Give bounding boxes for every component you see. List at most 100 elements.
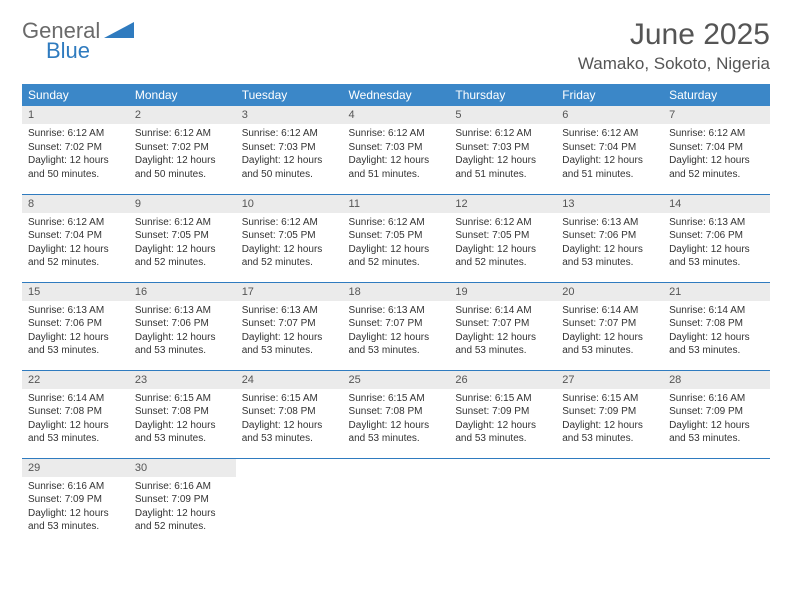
calendar-day-cell: 28Sunrise: 6:16 AMSunset: 7:09 PMDayligh… (663, 370, 770, 458)
day-details: Sunrise: 6:15 AMSunset: 7:09 PMDaylight:… (556, 389, 663, 452)
day-details: Sunrise: 6:12 AMSunset: 7:02 PMDaylight:… (22, 124, 129, 187)
sunrise-line: Sunrise: 6:16 AM (135, 480, 230, 494)
day-details: Sunrise: 6:14 AMSunset: 7:08 PMDaylight:… (663, 301, 770, 364)
sunrise-line: Sunrise: 6:12 AM (242, 216, 337, 230)
sunset-line: Sunset: 7:07 PM (455, 317, 550, 331)
sunset-line: Sunset: 7:09 PM (28, 493, 123, 507)
daylight-line: Daylight: 12 hours and 53 minutes. (349, 419, 444, 446)
calendar-day-cell: 2Sunrise: 6:12 AMSunset: 7:02 PMDaylight… (129, 106, 236, 194)
calendar-day-cell (556, 458, 663, 546)
day-details: Sunrise: 6:16 AMSunset: 7:09 PMDaylight:… (22, 477, 129, 540)
brand-logo: General Blue (22, 18, 142, 68)
calendar-day-cell: 15Sunrise: 6:13 AMSunset: 7:06 PMDayligh… (22, 282, 129, 370)
daylight-line: Daylight: 12 hours and 53 minutes. (28, 331, 123, 358)
sunrise-line: Sunrise: 6:15 AM (349, 392, 444, 406)
day-details: Sunrise: 6:12 AMSunset: 7:04 PMDaylight:… (22, 213, 129, 276)
day-number: 6 (556, 106, 663, 124)
day-number: 13 (556, 195, 663, 213)
day-details: Sunrise: 6:16 AMSunset: 7:09 PMDaylight:… (129, 477, 236, 540)
weekday-header: Thursday (449, 84, 556, 106)
daylight-line: Daylight: 12 hours and 50 minutes. (28, 154, 123, 181)
sunrise-line: Sunrise: 6:14 AM (669, 304, 764, 318)
day-details: Sunrise: 6:15 AMSunset: 7:08 PMDaylight:… (343, 389, 450, 452)
calendar-day-cell: 14Sunrise: 6:13 AMSunset: 7:06 PMDayligh… (663, 194, 770, 282)
day-details: Sunrise: 6:12 AMSunset: 7:05 PMDaylight:… (343, 213, 450, 276)
daylight-line: Daylight: 12 hours and 50 minutes. (135, 154, 230, 181)
day-number: 17 (236, 283, 343, 301)
daylight-line: Daylight: 12 hours and 53 minutes. (669, 243, 764, 270)
sunrise-line: Sunrise: 6:15 AM (455, 392, 550, 406)
sunset-line: Sunset: 7:09 PM (135, 493, 230, 507)
sunset-line: Sunset: 7:06 PM (28, 317, 123, 331)
daylight-line: Daylight: 12 hours and 52 minutes. (135, 507, 230, 534)
daylight-line: Daylight: 12 hours and 53 minutes. (455, 419, 550, 446)
calendar-day-cell: 30Sunrise: 6:16 AMSunset: 7:09 PMDayligh… (129, 458, 236, 546)
calendar-day-cell: 6Sunrise: 6:12 AMSunset: 7:04 PMDaylight… (556, 106, 663, 194)
daylight-line: Daylight: 12 hours and 52 minutes. (669, 154, 764, 181)
day-details: Sunrise: 6:13 AMSunset: 7:06 PMDaylight:… (663, 213, 770, 276)
day-number: 25 (343, 371, 450, 389)
calendar-day-cell: 17Sunrise: 6:13 AMSunset: 7:07 PMDayligh… (236, 282, 343, 370)
day-number: 1 (22, 106, 129, 124)
calendar-day-cell: 18Sunrise: 6:13 AMSunset: 7:07 PMDayligh… (343, 282, 450, 370)
day-number: 11 (343, 195, 450, 213)
day-number: 18 (343, 283, 450, 301)
day-details: Sunrise: 6:12 AMSunset: 7:04 PMDaylight:… (556, 124, 663, 187)
sunrise-line: Sunrise: 6:13 AM (349, 304, 444, 318)
calendar-day-cell: 21Sunrise: 6:14 AMSunset: 7:08 PMDayligh… (663, 282, 770, 370)
day-number: 28 (663, 371, 770, 389)
calendar-day-cell: 26Sunrise: 6:15 AMSunset: 7:09 PMDayligh… (449, 370, 556, 458)
day-details: Sunrise: 6:13 AMSunset: 7:07 PMDaylight:… (236, 301, 343, 364)
day-details: Sunrise: 6:12 AMSunset: 7:03 PMDaylight:… (449, 124, 556, 187)
day-details: Sunrise: 6:14 AMSunset: 7:07 PMDaylight:… (449, 301, 556, 364)
calendar-week-row: 22Sunrise: 6:14 AMSunset: 7:08 PMDayligh… (22, 370, 770, 458)
calendar-day-cell (236, 458, 343, 546)
page-header: General Blue June 2025 Wamako, Sokoto, N… (22, 18, 770, 74)
daylight-line: Daylight: 12 hours and 52 minutes. (135, 243, 230, 270)
sunset-line: Sunset: 7:08 PM (349, 405, 444, 419)
calendar-day-cell: 23Sunrise: 6:15 AMSunset: 7:08 PMDayligh… (129, 370, 236, 458)
daylight-line: Daylight: 12 hours and 52 minutes. (28, 243, 123, 270)
sunrise-line: Sunrise: 6:16 AM (669, 392, 764, 406)
day-number: 15 (22, 283, 129, 301)
daylight-line: Daylight: 12 hours and 52 minutes. (349, 243, 444, 270)
day-details: Sunrise: 6:13 AMSunset: 7:06 PMDaylight:… (129, 301, 236, 364)
day-number: 20 (556, 283, 663, 301)
sunset-line: Sunset: 7:03 PM (349, 141, 444, 155)
sunset-line: Sunset: 7:06 PM (135, 317, 230, 331)
calendar-day-cell: 10Sunrise: 6:12 AMSunset: 7:05 PMDayligh… (236, 194, 343, 282)
daylight-line: Daylight: 12 hours and 53 minutes. (562, 331, 657, 358)
sunset-line: Sunset: 7:03 PM (455, 141, 550, 155)
day-details: Sunrise: 6:12 AMSunset: 7:03 PMDaylight:… (343, 124, 450, 187)
calendar-day-cell (343, 458, 450, 546)
day-details: Sunrise: 6:15 AMSunset: 7:09 PMDaylight:… (449, 389, 556, 452)
day-number: 29 (22, 459, 129, 477)
sunset-line: Sunset: 7:05 PM (455, 229, 550, 243)
calendar-day-cell: 4Sunrise: 6:12 AMSunset: 7:03 PMDaylight… (343, 106, 450, 194)
month-title: June 2025 (578, 18, 770, 52)
sunset-line: Sunset: 7:06 PM (562, 229, 657, 243)
day-details: Sunrise: 6:15 AMSunset: 7:08 PMDaylight:… (236, 389, 343, 452)
sunset-line: Sunset: 7:07 PM (349, 317, 444, 331)
sunrise-line: Sunrise: 6:14 AM (455, 304, 550, 318)
sunrise-line: Sunrise: 6:12 AM (349, 216, 444, 230)
day-number: 12 (449, 195, 556, 213)
daylight-line: Daylight: 12 hours and 53 minutes. (242, 419, 337, 446)
daylight-line: Daylight: 12 hours and 53 minutes. (455, 331, 550, 358)
sunset-line: Sunset: 7:08 PM (669, 317, 764, 331)
daylight-line: Daylight: 12 hours and 53 minutes. (135, 331, 230, 358)
day-details: Sunrise: 6:12 AMSunset: 7:03 PMDaylight:… (236, 124, 343, 187)
sunrise-line: Sunrise: 6:13 AM (135, 304, 230, 318)
calendar-week-row: 1Sunrise: 6:12 AMSunset: 7:02 PMDaylight… (22, 106, 770, 194)
calendar-day-cell: 9Sunrise: 6:12 AMSunset: 7:05 PMDaylight… (129, 194, 236, 282)
sunset-line: Sunset: 7:09 PM (455, 405, 550, 419)
daylight-line: Daylight: 12 hours and 52 minutes. (455, 243, 550, 270)
calendar-week-row: 29Sunrise: 6:16 AMSunset: 7:09 PMDayligh… (22, 458, 770, 546)
day-details: Sunrise: 6:12 AMSunset: 7:05 PMDaylight:… (449, 213, 556, 276)
calendar-day-cell: 13Sunrise: 6:13 AMSunset: 7:06 PMDayligh… (556, 194, 663, 282)
calendar-day-cell: 7Sunrise: 6:12 AMSunset: 7:04 PMDaylight… (663, 106, 770, 194)
sunset-line: Sunset: 7:04 PM (562, 141, 657, 155)
calendar-week-row: 8Sunrise: 6:12 AMSunset: 7:04 PMDaylight… (22, 194, 770, 282)
title-block: June 2025 Wamako, Sokoto, Nigeria (578, 18, 770, 74)
daylight-line: Daylight: 12 hours and 53 minutes. (562, 243, 657, 270)
